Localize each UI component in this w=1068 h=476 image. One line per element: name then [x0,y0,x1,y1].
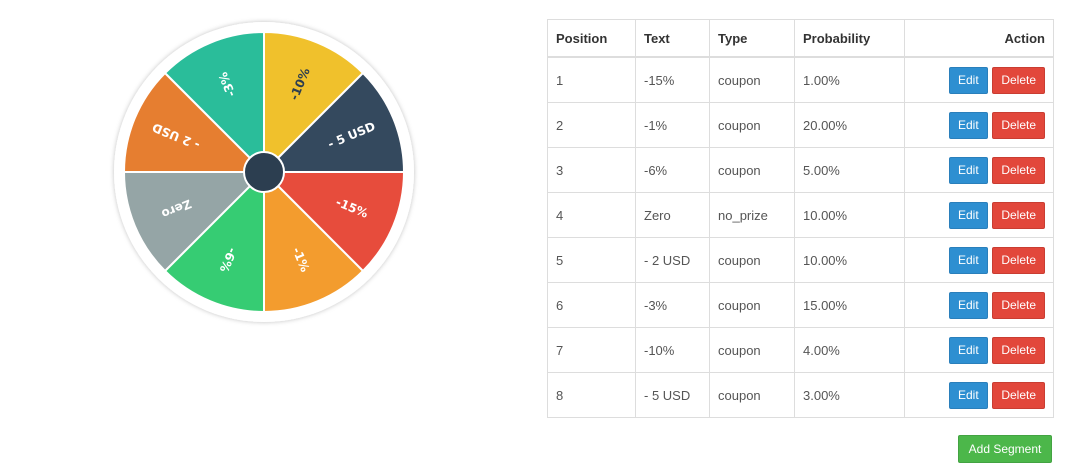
cell-position: 3 [547,147,636,193]
delete-button[interactable]: Delete [992,111,1045,139]
table-row: 8 - 5 USD coupon 3.00% Edit Delete [547,372,1054,418]
cell-action: Edit Delete [904,282,1054,328]
cell-type: coupon [709,56,795,103]
delete-button[interactable]: Delete [992,156,1045,184]
cell-action: Edit Delete [904,147,1054,193]
delete-button[interactable]: Delete [992,291,1045,319]
cell-text: -15% [635,56,710,103]
cell-position: 5 [547,237,636,283]
edit-button[interactable]: Edit [949,291,988,319]
wheel-hub[interactable] [243,151,285,193]
wheel-segment [263,169,365,314]
table-row: 4 Zero no_prize 10.00% Edit Delete [547,192,1054,238]
cell-probability: 5.00% [794,147,905,193]
cell-action: Edit Delete [904,102,1054,148]
cell-type: coupon [709,372,795,418]
table-row: 6 -3% coupon 15.00% Edit Delete [547,282,1054,328]
cell-type: coupon [709,102,795,148]
cell-type: coupon [709,327,795,373]
edit-button[interactable]: Edit [949,201,988,229]
cell-probability: 10.00% [794,192,905,238]
column-header-position: Position [547,19,636,58]
wheel-segment [122,171,267,273]
edit-button[interactable]: Edit [949,246,988,274]
table-row: 5 - 2 USD coupon 10.00% Edit Delete [547,237,1054,283]
wheel-segment [261,71,406,173]
table-row: 3 -6% coupon 5.00% Edit Delete [547,147,1054,193]
table-row: 1 -15% coupon 1.00% Edit Delete [547,56,1054,103]
cell-text: - 2 USD [635,237,710,283]
cell-probability: 1.00% [794,56,905,103]
column-header-text: Text [635,19,710,58]
table-row: 2 -1% coupon 20.00% Edit Delete [547,102,1054,148]
cell-position: 6 [547,282,636,328]
cell-position: 2 [547,102,636,148]
prize-wheel-graphic: -10%- 5 USD-15%-1%-6%Zero- 2 USD-3% [114,22,414,322]
segments-table: Position Text Type Probability Action 1 … [547,19,1054,418]
segments-table-container: Position Text Type Probability Action 1 … [547,19,1054,418]
cell-action: Edit Delete [904,327,1054,373]
delete-button[interactable]: Delete [992,246,1045,274]
cell-text: - 5 USD [635,372,710,418]
wheel-segment [163,30,265,175]
cell-text: -1% [635,102,710,148]
cell-probability: 3.00% [794,372,905,418]
cell-position: 4 [547,192,636,238]
cell-text: -6% [635,147,710,193]
edit-button[interactable]: Edit [949,66,988,94]
cell-action: Edit Delete [904,56,1054,103]
wheel-segment [163,169,265,314]
wheel-segment [261,171,406,273]
edit-button[interactable]: Edit [949,111,988,139]
delete-button[interactable]: Delete [992,336,1045,364]
delete-button[interactable]: Delete [992,381,1045,409]
cell-probability: 4.00% [794,327,905,373]
table-header-row: Position Text Type Probability Action [547,19,1054,58]
wheel-segment [122,71,267,173]
edit-button[interactable]: Edit [949,156,988,184]
cell-probability: 10.00% [794,237,905,283]
edit-button[interactable]: Edit [949,381,988,409]
cell-position: 1 [547,56,636,103]
cell-probability: 15.00% [794,282,905,328]
cell-text: -3% [635,282,710,328]
cell-action: Edit Delete [904,372,1054,418]
wheel-segment [263,30,365,175]
delete-button[interactable]: Delete [992,201,1045,229]
cell-probability: 20.00% [794,102,905,148]
delete-button[interactable]: Delete [992,66,1045,94]
add-segment-button[interactable]: Add Segment [958,435,1052,463]
cell-type: coupon [709,147,795,193]
cell-action: Edit Delete [904,237,1054,283]
column-header-type: Type [709,19,795,58]
column-header-action: Action [904,19,1054,58]
cell-position: 7 [547,327,636,373]
cell-position: 8 [547,372,636,418]
cell-type: coupon [709,237,795,283]
cell-text: Zero [635,192,710,238]
edit-button[interactable]: Edit [949,336,988,364]
cell-action: Edit Delete [904,192,1054,238]
cell-type: coupon [709,282,795,328]
column-header-probability: Probability [794,19,905,58]
cell-type: no_prize [709,192,795,238]
cell-text: -10% [635,327,710,373]
prize-wheel: -10% - 5 USD -15% -1% -6% Zero - 2 USD -3% [108,16,420,328]
table-row: 7 -10% coupon 4.00% Edit Delete [547,327,1054,373]
